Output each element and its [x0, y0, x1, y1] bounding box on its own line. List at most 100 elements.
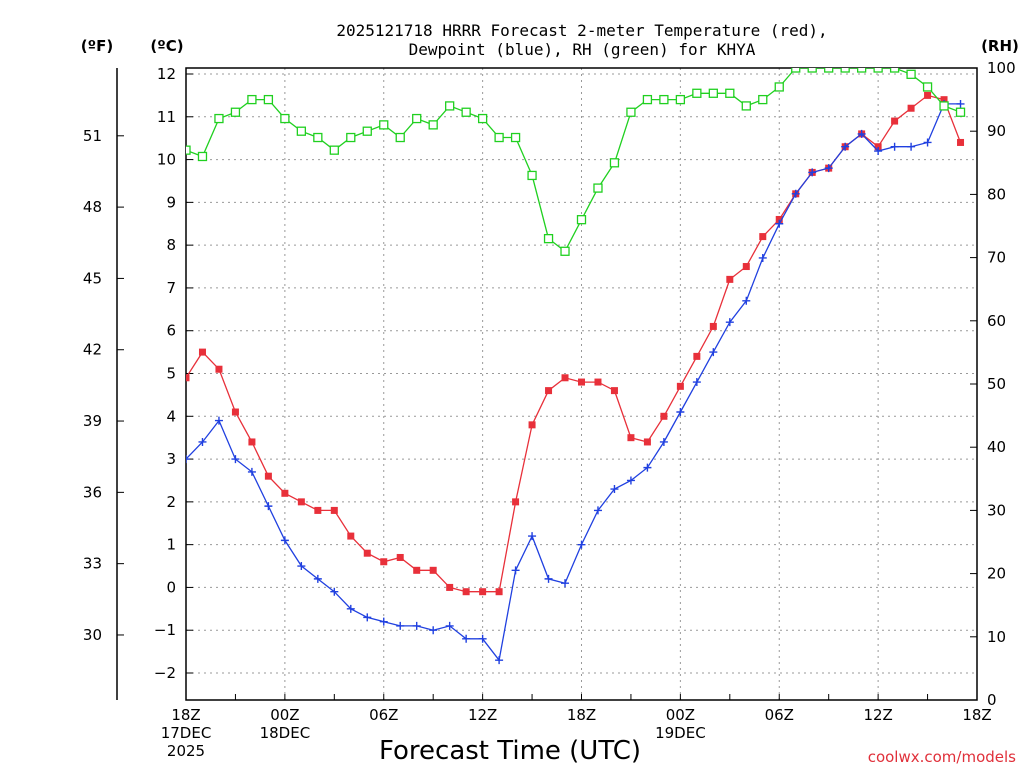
series-line [186, 103, 961, 662]
rh-point [692, 88, 702, 98]
temperature-point [627, 434, 635, 442]
temperature-point [215, 365, 223, 373]
dewpoint-point [626, 476, 635, 485]
rh-point [840, 68, 850, 73]
temperature-point [462, 588, 470, 596]
temperature-point [726, 275, 734, 283]
rh-point [873, 68, 883, 73]
series-plus [186, 99, 965, 665]
temperature-point [775, 215, 783, 223]
rh-point [527, 170, 537, 181]
fahrenheit-tick-label: 33 [83, 555, 102, 573]
dewpoint-point [791, 189, 800, 198]
dewpoint-point [346, 604, 355, 613]
celsius-tick-label: 4 [166, 407, 176, 425]
rh-tick-label: 50 [987, 375, 1006, 393]
temperature-point [248, 438, 256, 446]
dewpoint-point [412, 621, 421, 630]
rh-point [708, 88, 718, 98]
temperature-point [186, 374, 190, 382]
temperature-point [429, 566, 437, 574]
dewpoint-point [907, 142, 916, 151]
temperature-point [957, 138, 965, 146]
rh-point [186, 145, 191, 155]
dewpoint-point [313, 574, 322, 583]
x-tick-label: 12Z [468, 706, 497, 724]
series-filled-square [186, 91, 965, 596]
temperature-point [413, 566, 421, 574]
rh-tick-label: 40 [987, 438, 1006, 456]
temperature-point [643, 438, 651, 446]
rh-point [906, 69, 916, 79]
rh-tick-label: 100 [987, 59, 1016, 77]
dewpoint-point [478, 634, 487, 643]
dewpoint-point [198, 437, 207, 446]
dewpoint-point [890, 142, 899, 151]
celsius-tick-label: 5 [166, 365, 176, 383]
rh-point [230, 107, 241, 117]
x-tick-label: 06Z [765, 706, 794, 724]
rh-point [741, 101, 751, 111]
x-tick-label: 00Z [270, 706, 299, 724]
temperature-point [330, 506, 338, 514]
rh-tick-label: 70 [987, 249, 1006, 267]
dewpoint-point [247, 467, 256, 476]
rh-point [939, 101, 949, 111]
rh-tick-label: 30 [987, 501, 1006, 519]
fahrenheit-tick-label: 42 [83, 341, 102, 359]
celsius-tick-label: 11 [157, 108, 176, 126]
dewpoint-point [676, 408, 685, 417]
rh-point [263, 94, 274, 105]
rh-tick-label: 60 [987, 312, 1006, 330]
temperature-point [479, 588, 487, 596]
celsius-tick-label: −1 [154, 621, 176, 639]
temperature-point [874, 143, 882, 151]
temperature-point [495, 588, 503, 596]
x-tick-label: 12Z [863, 706, 892, 724]
x-tick-label: 2025 [167, 742, 205, 760]
temperature-point [610, 387, 618, 395]
temperature-point [380, 558, 388, 566]
temperature-point [709, 322, 717, 330]
rh-point [280, 113, 290, 124]
temperature-point [363, 549, 371, 557]
rh-point [593, 183, 603, 193]
rh-point [428, 120, 438, 130]
dewpoint-point [824, 164, 833, 173]
rh-point [214, 113, 224, 124]
dewpoint-point [709, 348, 718, 357]
rh-point [824, 68, 834, 73]
rh-point [576, 215, 587, 225]
temperature-point [759, 233, 767, 241]
dewpoint-point [775, 219, 784, 228]
rh-point [494, 132, 504, 143]
temperature-point [693, 352, 701, 360]
celsius-tick-label: 8 [166, 236, 176, 254]
celsius-tick-label: 6 [166, 322, 176, 340]
temperature-point [314, 506, 322, 514]
dewpoint-point [396, 621, 405, 630]
rh-point [313, 132, 323, 143]
temperature-point [264, 472, 272, 480]
chart-title-line1: 2025121718 HRRR Forecast 2-meter Tempera… [336, 21, 827, 40]
dewpoint-point [544, 574, 553, 583]
temperature-point [446, 583, 454, 591]
rh-point [609, 158, 620, 168]
temperature-point [907, 104, 915, 112]
rh-point [791, 68, 801, 73]
fahrenheit-tick-label: 36 [83, 483, 102, 501]
rh-tick-label: 20 [987, 565, 1006, 583]
dewpoint-point [264, 502, 273, 511]
temperature-point [198, 348, 206, 356]
rh-point [346, 132, 356, 143]
temperature-point [512, 498, 520, 506]
celsius-tick-label: 1 [166, 536, 176, 554]
celsius-tick-label: −2 [154, 664, 176, 682]
celsius-tick-label: 0 [166, 578, 176, 596]
rh-tick-label: 80 [987, 185, 1006, 203]
celsius-unit-label: (ºC) [150, 37, 183, 55]
rh-point [807, 68, 817, 73]
rh-tick-label: 90 [987, 122, 1006, 140]
rh-point [395, 132, 405, 143]
